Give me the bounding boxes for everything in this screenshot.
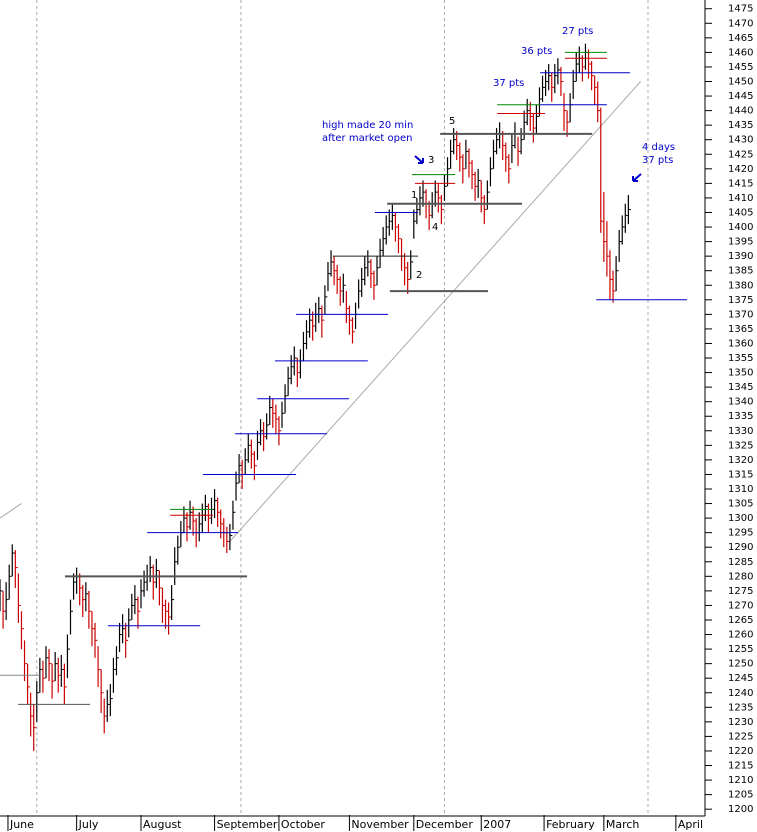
y-tick-label: 1310 bbox=[728, 484, 753, 495]
y-tick-label: 1370 bbox=[728, 309, 753, 320]
annotation: 36 pts bbox=[521, 46, 552, 57]
y-tick-label: 1220 bbox=[728, 746, 753, 757]
annotation: 3 bbox=[428, 155, 434, 166]
y-tick-label: 1430 bbox=[728, 135, 753, 146]
y-tick-label: 1405 bbox=[728, 207, 753, 218]
y-tick-label: 1260 bbox=[728, 630, 753, 641]
y-tick-label: 1290 bbox=[728, 542, 753, 553]
y-tick-label: 1245 bbox=[728, 673, 753, 684]
x-tick-label: July bbox=[78, 818, 99, 831]
annotation: after market open bbox=[322, 133, 412, 144]
y-tick-label: 1295 bbox=[728, 528, 753, 539]
y-tick-label: 1475 bbox=[728, 4, 753, 15]
x-tick-label: February bbox=[546, 818, 595, 831]
y-tick-label: 1355 bbox=[728, 353, 753, 364]
y-tick-label: 1275 bbox=[728, 586, 753, 597]
y-tick-label: 1440 bbox=[728, 106, 753, 117]
annotation: 4 bbox=[432, 222, 438, 233]
annotation: 37 pts bbox=[642, 155, 673, 166]
y-tick-label: 1360 bbox=[728, 338, 753, 349]
y-tick-label: 1445 bbox=[728, 91, 753, 102]
x-tick-label: August bbox=[143, 818, 182, 831]
y-tick-label: 1255 bbox=[728, 644, 753, 655]
y-tick-label: 1395 bbox=[728, 237, 753, 248]
y-tick-label: 1320 bbox=[728, 455, 753, 466]
y-tick-label: 1420 bbox=[728, 164, 753, 175]
y-tick-label: 1465 bbox=[728, 33, 753, 44]
y-tick-label: 1435 bbox=[728, 120, 753, 131]
y-tick-label: 1200 bbox=[728, 804, 753, 815]
y-tick-label: 1215 bbox=[728, 761, 753, 772]
annotation: 5 bbox=[449, 116, 455, 127]
y-tick-label: 1425 bbox=[728, 149, 753, 160]
y-tick-label: 1415 bbox=[728, 178, 753, 189]
y-tick-label: 1285 bbox=[728, 557, 753, 568]
y-tick-label: 1235 bbox=[728, 702, 753, 713]
y-tick-label: 1305 bbox=[728, 499, 753, 510]
y-tick-label: 1280 bbox=[728, 571, 753, 582]
y-tick-label: 1450 bbox=[728, 77, 753, 88]
y-tick-label: 1300 bbox=[728, 513, 753, 524]
y-tick-label: 1250 bbox=[728, 659, 753, 670]
y-tick-label: 1340 bbox=[728, 397, 753, 408]
y-tick-label: 1265 bbox=[728, 615, 753, 626]
y-tick-label: 1325 bbox=[728, 440, 753, 451]
annotation: 2 bbox=[416, 270, 422, 281]
y-tick-label: 1335 bbox=[728, 411, 753, 422]
annotation: 1 bbox=[411, 190, 417, 201]
y-tick-label: 1315 bbox=[728, 469, 753, 480]
trend-line bbox=[0, 503, 22, 519]
x-tick-label: December bbox=[416, 818, 474, 831]
y-tick-label: 1350 bbox=[728, 368, 753, 379]
x-tick-label: April bbox=[678, 818, 703, 831]
y-tick-label: 1470 bbox=[728, 18, 753, 29]
x-tick-label: June bbox=[9, 818, 34, 831]
y-tick-label: 1410 bbox=[728, 193, 753, 204]
y-tick-label: 1345 bbox=[728, 382, 753, 393]
y-tick-label: 1455 bbox=[728, 62, 753, 73]
arrow bbox=[632, 173, 642, 182]
y-tick-label: 1210 bbox=[728, 775, 753, 786]
x-tick-label: March bbox=[606, 818, 640, 831]
arrow bbox=[414, 155, 424, 164]
y-tick-label: 1240 bbox=[728, 688, 753, 699]
y-tick-label: 1460 bbox=[728, 47, 753, 58]
y-tick-label: 1380 bbox=[728, 280, 753, 291]
annotation: 37 pts bbox=[493, 78, 524, 89]
x-tick-label: October bbox=[281, 818, 325, 831]
y-tick-label: 1400 bbox=[728, 222, 753, 233]
y-tick-label: 1270 bbox=[728, 600, 753, 611]
y-tick-label: 1390 bbox=[728, 251, 753, 262]
annotation: 4 days bbox=[642, 142, 675, 153]
y-tick-label: 1230 bbox=[728, 717, 753, 728]
y-tick-label: 1375 bbox=[728, 295, 753, 306]
x-tick-label: November bbox=[351, 818, 409, 831]
y-tick-label: 1385 bbox=[728, 266, 753, 277]
y-tick-label: 1365 bbox=[728, 324, 753, 335]
trend-line bbox=[229, 81, 642, 542]
y-tick-label: 1225 bbox=[728, 731, 753, 742]
y-tick-label: 1330 bbox=[728, 426, 753, 437]
annotation: 27 pts bbox=[562, 26, 593, 37]
annotation: high made 20 min bbox=[322, 120, 413, 131]
x-tick-label: September bbox=[217, 818, 278, 831]
x-tick-label: 2007 bbox=[483, 818, 511, 831]
y-tick-label: 1205 bbox=[728, 790, 753, 801]
